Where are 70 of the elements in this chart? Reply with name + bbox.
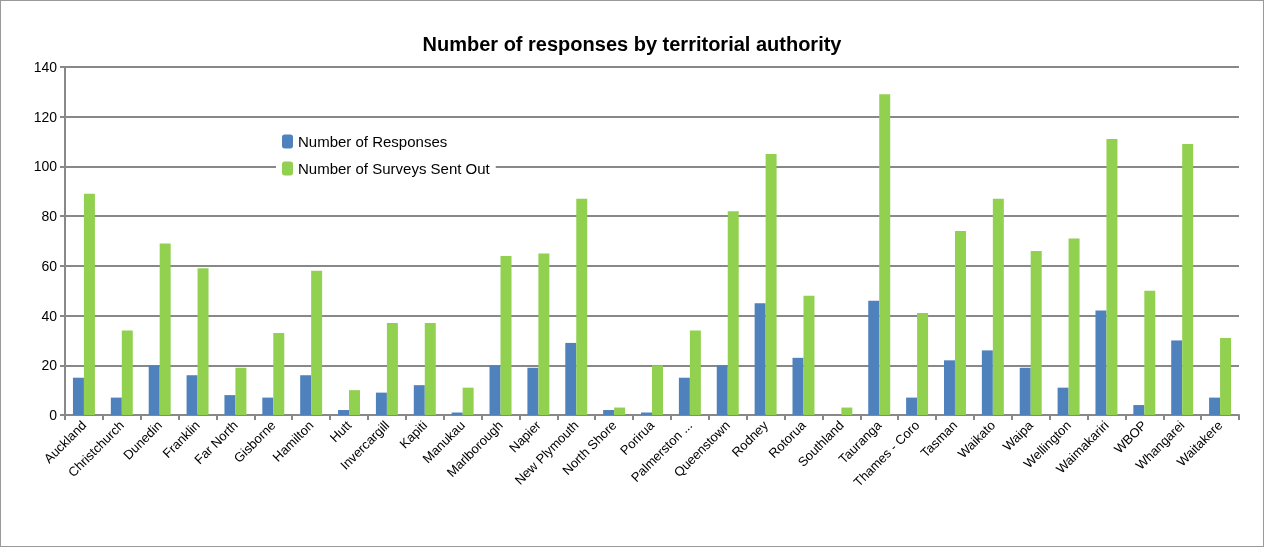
bar	[500, 255, 512, 415]
bar	[1030, 250, 1042, 415]
bar	[1095, 310, 1107, 415]
bar	[652, 365, 663, 415]
bar	[311, 270, 323, 415]
bar	[262, 397, 274, 415]
bar	[765, 154, 777, 415]
bar	[424, 323, 436, 415]
bar	[727, 211, 739, 415]
bar	[148, 365, 160, 415]
bar	[792, 357, 804, 415]
bar	[1068, 238, 1080, 415]
bar	[576, 198, 588, 415]
bar	[754, 303, 766, 415]
bar	[868, 300, 880, 415]
bar	[614, 407, 626, 415]
bar	[906, 397, 918, 415]
bar	[603, 410, 615, 415]
bar	[689, 330, 701, 415]
bar	[413, 385, 425, 415]
bar	[462, 387, 474, 415]
bar	[1057, 387, 1069, 415]
y-tick-label: 80	[41, 208, 58, 225]
y-tick-label: 0	[49, 407, 58, 423]
bar	[489, 365, 501, 415]
bar	[1220, 337, 1232, 415]
y-tick-label: 120	[33, 108, 58, 125]
y-tick-label: 100	[33, 158, 58, 175]
bar	[1106, 139, 1118, 415]
bar	[1182, 144, 1194, 415]
bar	[197, 268, 209, 415]
bar	[159, 243, 171, 415]
bar	[338, 410, 350, 415]
bar	[879, 94, 891, 415]
bar	[954, 231, 966, 415]
bar	[386, 323, 398, 415]
legend-label: Number of Surveys Sent Out	[298, 160, 491, 177]
bar	[83, 193, 95, 415]
y-tick-label: 140	[33, 59, 58, 75]
bar	[917, 313, 929, 415]
bar	[235, 367, 247, 415]
y-tick-label: 40	[41, 307, 58, 324]
bar	[992, 198, 1004, 415]
bar	[565, 342, 577, 415]
bar	[527, 367, 539, 415]
bar	[678, 377, 690, 415]
bar	[121, 330, 133, 415]
bar	[1171, 340, 1183, 415]
bar	[110, 397, 122, 415]
bar	[375, 392, 387, 415]
bar	[349, 390, 361, 415]
bar	[943, 360, 955, 415]
bar	[803, 295, 815, 415]
y-tick-label: 60	[41, 257, 58, 274]
bar	[72, 377, 84, 415]
bar	[273, 332, 285, 415]
bar	[538, 253, 550, 415]
legend-label: Number of Responses	[298, 133, 448, 150]
bar	[1019, 367, 1031, 415]
chart-title: Number of responses by territorial authority	[422, 33, 843, 55]
bar	[300, 375, 312, 415]
bar	[186, 375, 198, 415]
bar	[1133, 405, 1145, 415]
y-tick-label: 20	[41, 357, 58, 374]
bar	[716, 365, 728, 415]
bar	[1144, 290, 1156, 415]
bar	[981, 350, 993, 415]
bar	[841, 407, 853, 415]
bar	[1209, 397, 1221, 415]
bar	[224, 395, 236, 415]
